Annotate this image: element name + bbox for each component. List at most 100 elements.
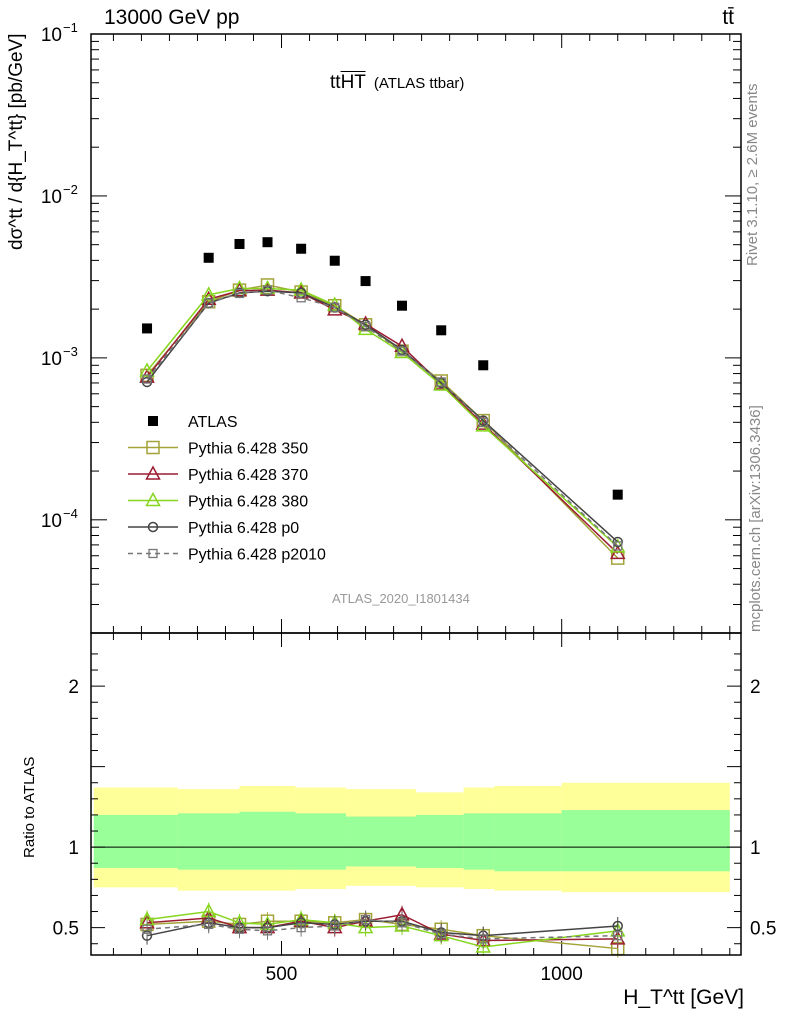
- y-tick-exponent: −2: [63, 182, 78, 197]
- legend-marker-p380: [145, 491, 161, 507]
- data-point-p380: [394, 343, 410, 359]
- data-point-p2010: [142, 374, 152, 384]
- ratio-y-tick-label: 0.5: [53, 919, 79, 940]
- plot-title-sub: (ATLAS ttbar): [373, 75, 465, 92]
- ratio-point-p2010: [478, 934, 488, 944]
- band-inner-segment: [345, 816, 416, 867]
- band-inner-segment: [295, 813, 346, 870]
- legend-label-data: ATLAS: [188, 414, 238, 431]
- data-point-data: [296, 243, 307, 254]
- rivet-events-label: Rivet 3.1.10, ≥ 2.6M events: [744, 83, 761, 267]
- data-point-data: [329, 255, 340, 266]
- band-inner-segment: [561, 810, 730, 872]
- legend-marker-p0: [147, 521, 159, 533]
- plot-title-overline: HT: [340, 72, 366, 93]
- plot-title: ttHT (ATLAS ttbar): [330, 72, 464, 94]
- ratio-point-p380: [475, 938, 492, 953]
- data-point-p380: [200, 286, 217, 301]
- y-axis-label-ratio: Ratio to ATLAS: [21, 756, 38, 858]
- y-tick-exponent: −1: [63, 20, 78, 35]
- data-point-data: [478, 360, 489, 371]
- y-tick-exponent: −3: [63, 344, 78, 359]
- series-line-p380: [146, 287, 619, 548]
- series-layer: [139, 237, 626, 958]
- band-inner-segment: [239, 811, 296, 870]
- ratio-point-p380: [357, 919, 374, 934]
- header-right-label: tt̄: [722, 6, 734, 29]
- legend-marker-p2010: [148, 548, 158, 559]
- ratio-uncertainty-bands: [91, 782, 741, 893]
- data-point-data: [262, 237, 273, 248]
- data-point-p2010: [296, 293, 306, 303]
- data-point-data: [142, 323, 153, 334]
- ratio-point-p2010: [296, 922, 306, 933]
- analysis-id: ATLAS_2020_I1801434: [332, 591, 470, 606]
- data-point-p380: [433, 376, 449, 391]
- band-inner-segment: [416, 814, 464, 869]
- ratio-point-p2010: [436, 929, 446, 939]
- main-plot-frame: [90, 33, 742, 634]
- ratio-y-tick-label: 2: [68, 677, 79, 698]
- series-line-p2010: [146, 289, 619, 547]
- legend-marker-p350: [146, 440, 160, 455]
- ratio-line-p0: [146, 920, 618, 937]
- ratio-y-tick-label: 0.5: [750, 919, 776, 940]
- plot-title-main: tt: [330, 72, 341, 93]
- ratio-y-tick-label: 1: [68, 838, 79, 859]
- legend: ATLAS Pythia 6.428 350 Pythia 6.428 370 Pyt…: [128, 414, 326, 564]
- ratio-point-p2010: [613, 931, 623, 941]
- data-point-data: [612, 489, 623, 500]
- data-point-p2010: [360, 321, 371, 332]
- x-tick-label: 1000: [541, 964, 583, 985]
- ratio-y-tick-label: 2: [750, 677, 761, 698]
- ratio-plot-frame: [90, 632, 742, 956]
- data-point-p2010: [478, 417, 488, 427]
- legend-label-p370: Pythia 6.428 370: [188, 467, 308, 484]
- data-point-p2010: [234, 288, 245, 299]
- ratio-point-p2010: [142, 924, 152, 934]
- data-point-p380: [475, 417, 492, 432]
- data-point-data: [360, 276, 371, 287]
- legend-label-p2010: Pythia 6.428 p2010: [188, 547, 326, 564]
- band-inner-segment: [494, 813, 562, 872]
- legend-marker-data: [148, 416, 158, 426]
- ratio-point-p2010: [262, 926, 273, 936]
- y-tick-exponent: −4: [63, 506, 78, 521]
- legend-marker-p370: [145, 465, 161, 480]
- y-tick-label: 10: [41, 349, 62, 370]
- ratio-point-p2010: [330, 921, 340, 931]
- data-point-p2010: [613, 541, 623, 551]
- data-point-p2010: [397, 346, 407, 356]
- mcplots-source-label: mcplots.cern.ch [arXiv:1306.3436]: [747, 405, 764, 632]
- x-tick-label: 500: [266, 964, 298, 985]
- band-inner-segment: [93, 814, 178, 869]
- ratio-y-tick-label: 1: [750, 838, 761, 859]
- x-axis-label: H_T^tt [GeV]: [623, 986, 744, 1009]
- data-point-data: [436, 325, 447, 336]
- header-left-label: 13000 GeV pp: [104, 6, 240, 29]
- band-inner-segment: [463, 813, 495, 870]
- y-tick-label: 10: [41, 511, 62, 532]
- y-tick-label: 10: [41, 25, 62, 46]
- data-point-data: [203, 252, 214, 263]
- data-point-p2010: [330, 302, 340, 313]
- data-point-p2010: [436, 377, 446, 387]
- ratio-point-p2010: [234, 924, 245, 934]
- band-inner-segment: [177, 813, 240, 870]
- legend-label-p0: Pythia 6.428 p0: [188, 520, 299, 537]
- y-tick-label: 10: [41, 187, 62, 208]
- data-point-data: [234, 238, 245, 249]
- ratio-line-p2010: [146, 918, 618, 940]
- data-point-p380: [139, 362, 155, 377]
- y-axis-label-main: dσ^tt / d{H_T^tt} [pb/GeV]: [6, 33, 27, 251]
- ratio-point-p2010: [204, 919, 214, 930]
- data-point-p2010: [262, 285, 273, 295]
- ratio-point-p2010: [360, 914, 371, 925]
- legend-label-p380: Pythia 6.428 380: [188, 494, 308, 511]
- ratio-point-p2010: [397, 918, 407, 928]
- legend-label-p350: Pythia 6.428 350: [188, 441, 308, 458]
- data-point-p2010: [204, 298, 214, 308]
- data-point-data: [396, 300, 407, 311]
